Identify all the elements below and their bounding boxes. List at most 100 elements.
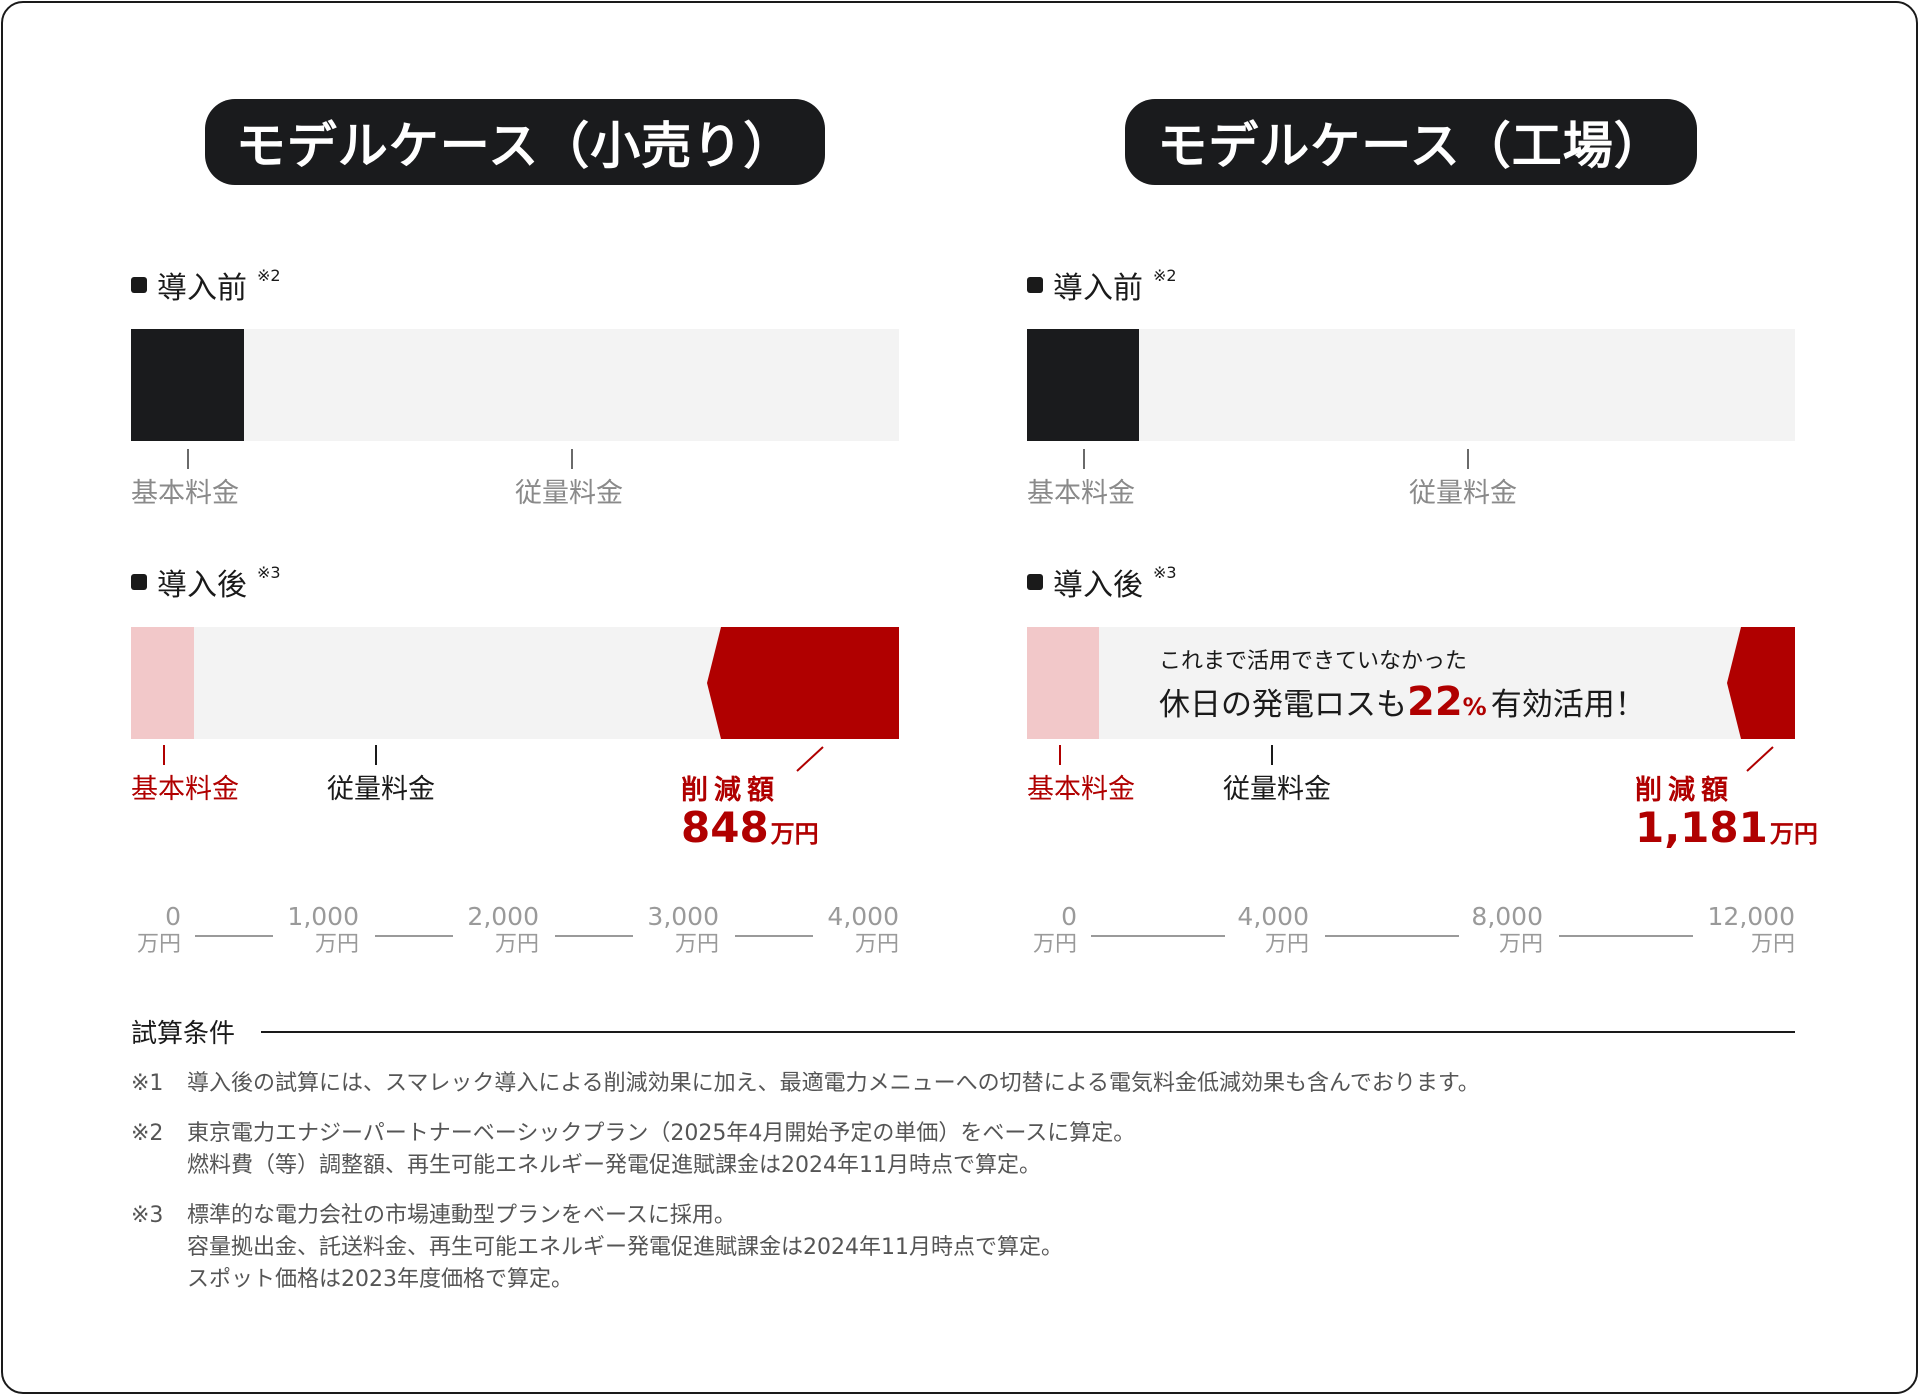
- note-mark: ※2: [131, 1121, 164, 1146]
- panel-title: モデルケース（小売り）: [205, 99, 825, 185]
- note-mark: ※1: [131, 1071, 164, 1096]
- after-usage-label: 従量料金: [327, 774, 435, 805]
- axis-tick-0: 0 万円: [131, 903, 181, 959]
- before-base-segment: [131, 329, 244, 441]
- note-line: 燃料費（等）調整額、再生可能エネルギー発電促進賦課金は2024年11月時点で算定…: [187, 1153, 1041, 1178]
- axis-tick-unit: 万円: [1750, 932, 1795, 957]
- axis-line: [1325, 935, 1459, 937]
- reduction-segment: [707, 627, 899, 739]
- axis-tick-value: 12,000: [1707, 902, 1795, 931]
- note-line: 導入後の試算には、スマレック導入による削減効果に加え、最適電力メニューへの切替に…: [187, 1071, 1480, 1096]
- axis-tick-unit: 万円: [1264, 932, 1309, 957]
- axis-tick-value: 1,000: [287, 902, 359, 931]
- after-usage-label: 従量料金: [1223, 774, 1331, 805]
- overlay-callout: これまで活用できていなかった 休日の発電ロスも22% 有効活用！: [1159, 643, 1646, 725]
- axis-tick-1: 1,000 万円: [281, 903, 359, 959]
- reduction-unit: 万円: [1769, 820, 1818, 848]
- before-base-segment: [1027, 329, 1139, 441]
- after-note: ※3: [257, 562, 281, 582]
- axis-tick-unit: 万円: [494, 932, 539, 957]
- conditions-title-text: 試算条件: [131, 1019, 236, 1049]
- reduction-number: 1,181: [1635, 803, 1768, 852]
- before-usage-tick: [1467, 449, 1469, 469]
- axis-tick-value: 3,000: [647, 902, 719, 931]
- reduction-segment: [1727, 627, 1795, 739]
- note-line: 標準的な電力会社の市場連動型プランをベースに採用。: [187, 1203, 736, 1228]
- after-usage-tick: [375, 745, 377, 765]
- overlay-pre: 休日の発電ロスも: [1159, 687, 1407, 723]
- conditions-rule: [261, 1030, 1795, 1033]
- reduction-label: 削減額: [681, 775, 780, 806]
- axis-line: [735, 935, 813, 937]
- note-line: スポット価格は2023年度価格で算定。: [187, 1267, 573, 1292]
- panel-factory: モデルケース（工場） 導入前 ※2 基本料金 従量料金 導入後 ※3 これまで活…: [1027, 3, 1818, 983]
- before-bar: [1027, 329, 1795, 441]
- bullet-square-icon: [131, 574, 147, 590]
- overlay-highlight: 22: [1407, 679, 1463, 725]
- axis-line: [1091, 935, 1225, 937]
- axis-tick-unit: 万円: [854, 932, 899, 957]
- bullet-square-icon: [1027, 277, 1043, 293]
- note-1: ※1 導入後の試算には、スマレック導入による削減効果に加え、最適電力メニューへの…: [131, 1068, 1795, 1100]
- before-base-label: 基本料金: [131, 478, 239, 509]
- reduction-value: 1,181万円: [1635, 803, 1818, 852]
- reduction-unit: 万円: [770, 820, 819, 848]
- overlay-line1: これまで活用できていなかった: [1159, 649, 1468, 674]
- after-title-text: 導入後: [1053, 568, 1143, 603]
- axis-tick-value: 0: [1061, 902, 1077, 931]
- axis-tick-0: 0 万円: [1027, 903, 1077, 959]
- before-note: ※2: [1153, 265, 1177, 285]
- note-body: 標準的な電力会社の市場連動型プランをベースに採用。 容量拠出金、託送料金、再生可…: [187, 1200, 1063, 1296]
- axis-tick-2: 2,000 万円: [461, 903, 539, 959]
- axis-tick-3: 3,000 万円: [641, 903, 719, 959]
- after-usage-tick: [1271, 745, 1273, 765]
- before-usage-label: 従量料金: [515, 478, 623, 509]
- after-base-segment: [1027, 627, 1099, 739]
- note-mark: ※3: [131, 1203, 164, 1228]
- after-note: ※3: [1153, 562, 1177, 582]
- axis-tick-2: 8,000 万円: [1465, 903, 1543, 959]
- before-note: ※2: [257, 265, 281, 285]
- axis-tick-unit: 万円: [136, 932, 181, 957]
- note-line: 東京電力エナジーパートナーベーシックプラン（2025年4月開始予定の単価）をベー…: [187, 1121, 1136, 1146]
- axis-tick-unit: 万円: [1032, 932, 1077, 957]
- reduction-label: 削減額: [1635, 775, 1734, 806]
- axis-tick-unit: 万円: [674, 932, 719, 957]
- axis-tick-value: 2,000: [467, 902, 539, 931]
- before-base-label: 基本料金: [1027, 478, 1135, 509]
- note-3: ※3 標準的な電力会社の市場連動型プランをベースに採用。 容量拠出金、託送料金、…: [131, 1200, 1795, 1296]
- axis-tick-value: 0: [165, 902, 181, 931]
- after-base-label: 基本料金: [131, 774, 239, 805]
- panel-retail: モデルケース（小売り） 導入前 ※2 基本料金 従量料金 導入後 ※3 基本料金…: [131, 3, 901, 983]
- panel-title: モデルケース（工場）: [1125, 99, 1697, 185]
- axis-line: [555, 935, 633, 937]
- axis-tick-3: 12,000 万円: [1697, 903, 1795, 959]
- axis-line: [195, 935, 273, 937]
- before-title-text: 導入前: [1053, 271, 1143, 306]
- after-title-text: 導入後: [157, 568, 247, 603]
- after-base-tick: [1059, 745, 1061, 765]
- bullet-square-icon: [131, 277, 147, 293]
- before-base-tick: [1083, 449, 1085, 469]
- after-base-tick: [163, 745, 165, 765]
- axis-tick-value: 4,000: [827, 902, 899, 931]
- axis-tick-value: 8,000: [1471, 902, 1543, 931]
- note-2: ※2 東京電力エナジーパートナーベーシックプラン（2025年4月開始予定の単価）…: [131, 1118, 1795, 1182]
- after-bar: [131, 627, 899, 739]
- before-bar: [131, 329, 899, 441]
- overlay-highlight-unit: %: [1462, 693, 1487, 721]
- before-title-text: 導入前: [157, 271, 247, 306]
- axis-tick-unit: 万円: [314, 932, 359, 957]
- reduction-pointer: [796, 746, 824, 772]
- after-title: 導入後 ※3: [1027, 560, 1177, 604]
- axis-line: [375, 935, 453, 937]
- after-base-segment: [131, 627, 194, 739]
- before-usage-tick: [571, 449, 573, 469]
- axis-tick-unit: 万円: [1498, 932, 1543, 957]
- reduction-pointer: [1746, 746, 1774, 772]
- bullet-square-icon: [1027, 574, 1043, 590]
- note-body: 東京電力エナジーパートナーベーシックプラン（2025年4月開始予定の単価）をベー…: [187, 1118, 1135, 1182]
- conditions-title: 試算条件: [131, 1013, 1795, 1050]
- note-line: 容量拠出金、託送料金、再生可能エネルギー発電促進賦課金は2024年11月時点で算…: [187, 1235, 1063, 1260]
- overlay-post: 有効活用！: [1490, 687, 1646, 723]
